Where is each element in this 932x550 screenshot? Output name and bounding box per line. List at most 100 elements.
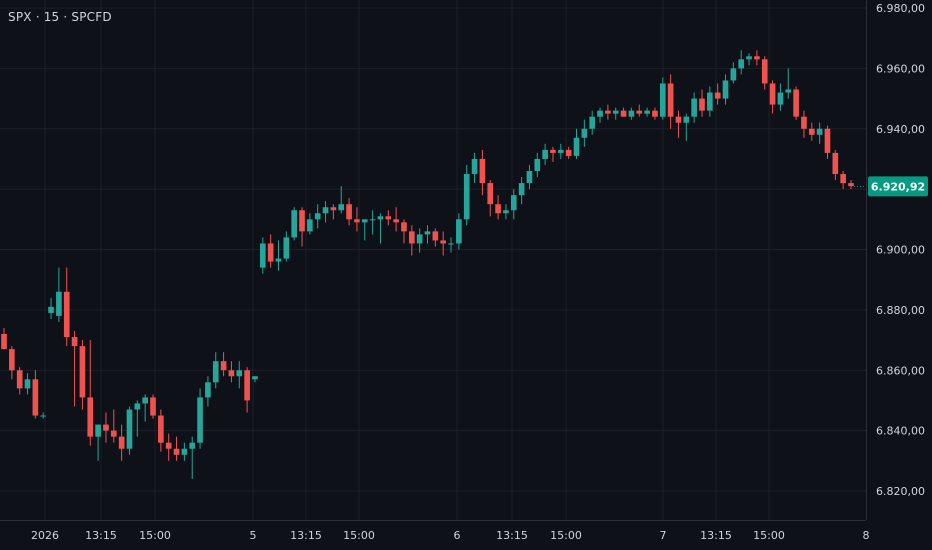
candle-body: [636, 110, 643, 114]
candle-body: [236, 370, 243, 377]
candle: [361, 219, 368, 241]
price-axis[interactable]: 6.820,00 6.840,00 6.860,00 6.880,00 6.900,00…: [866, 0, 932, 550]
candle: [189, 436, 196, 479]
candle-body: [283, 237, 290, 259]
candle: [205, 376, 211, 407]
candle: [173, 436, 180, 461]
candle: [471, 152, 478, 184]
candle: [848, 180, 854, 190]
price-tick-label: 6.900,00: [876, 244, 925, 257]
grid: [0, 0, 866, 520]
candle-body: [644, 110, 650, 114]
candle: [542, 143, 548, 165]
candle-body: [346, 204, 352, 220]
candle-body: [471, 158, 478, 175]
candle-body: [393, 219, 399, 223]
candle-body: [746, 56, 752, 60]
candle: [165, 433, 172, 461]
candle: [79, 340, 86, 410]
candle-body: [714, 92, 721, 99]
candle: [534, 152, 541, 178]
time-axis[interactable]: 2026 13:15 15:00 5 13:15 15:00 6 13:15 15:00 7 13:…: [0, 520, 932, 550]
candle: [228, 361, 235, 383]
candle-body: [761, 59, 768, 84]
candle: [456, 213, 462, 250]
candle-body: [456, 219, 462, 244]
candle-body: [526, 171, 533, 184]
price-tick-label: 6.960,00: [876, 62, 925, 75]
candle-body: [479, 158, 486, 184]
candle-body: [299, 210, 305, 232]
candle-body: [118, 436, 125, 449]
candle-body: [361, 219, 368, 223]
candle: [808, 122, 815, 141]
candle-body: [589, 116, 596, 129]
candle-body: [691, 98, 697, 117]
candle: [620, 107, 627, 117]
price-tick-label: 6.860,00: [876, 364, 925, 377]
candle-body: [440, 240, 447, 244]
candle: [236, 361, 243, 389]
candle: [377, 213, 384, 244]
candle-body: [832, 152, 839, 175]
candle-body: [32, 379, 39, 416]
candle-body: [150, 397, 156, 416]
candle-body: [110, 430, 117, 437]
candle: [777, 83, 784, 111]
candle: [16, 367, 23, 395]
candle-body: [220, 361, 227, 371]
time-tick-label: 13:15: [85, 529, 117, 542]
candle-body: [87, 397, 94, 437]
candle: [416, 228, 423, 253]
last-price-label: 6.920,92: [871, 180, 925, 193]
candle: [259, 237, 266, 274]
candle-body: [793, 89, 799, 117]
candle: [526, 164, 533, 190]
candle-body: [385, 216, 392, 220]
last-price-box: [868, 176, 928, 197]
candle-body: [769, 83, 776, 105]
candle: [440, 231, 447, 256]
candle-body: [612, 110, 619, 114]
candle-body: [165, 442, 172, 449]
candle-body: [275, 258, 282, 262]
candle-body: [95, 424, 101, 437]
candle-body: [597, 110, 603, 117]
candle-body: [408, 231, 415, 244]
candle: [691, 92, 697, 123]
candle-body: [369, 219, 376, 221]
candle: [244, 367, 250, 413]
candle-body: [738, 59, 745, 69]
candle-body: [338, 204, 345, 211]
candle: [581, 119, 588, 147]
candle-body: [197, 397, 203, 443]
candle: [291, 207, 297, 241]
symbol-title[interactable]: SPX · 15 · SPCFD: [8, 10, 112, 24]
candle: [667, 74, 674, 129]
candle-body: [659, 83, 666, 117]
price-tick-label: 6.980,00: [876, 2, 925, 15]
candle-body: [785, 89, 792, 93]
candle-body: [126, 409, 133, 449]
candle-body: [550, 149, 556, 153]
candle-body: [432, 231, 439, 241]
candle: [118, 424, 125, 461]
candle-body: [675, 116, 682, 123]
candle: [754, 50, 760, 66]
candle-body: [503, 210, 509, 214]
candle: [158, 409, 164, 452]
candle-body: [652, 110, 658, 117]
candle: [652, 107, 658, 120]
candle: [212, 352, 219, 389]
candle: [87, 340, 94, 446]
candle: [597, 107, 603, 123]
candle: [424, 225, 431, 244]
candle-body: [801, 116, 807, 129]
candle: [220, 352, 227, 377]
candle: [636, 104, 643, 117]
candle: [605, 104, 611, 120]
candle-body: [777, 92, 784, 105]
candle-body: [401, 222, 407, 232]
